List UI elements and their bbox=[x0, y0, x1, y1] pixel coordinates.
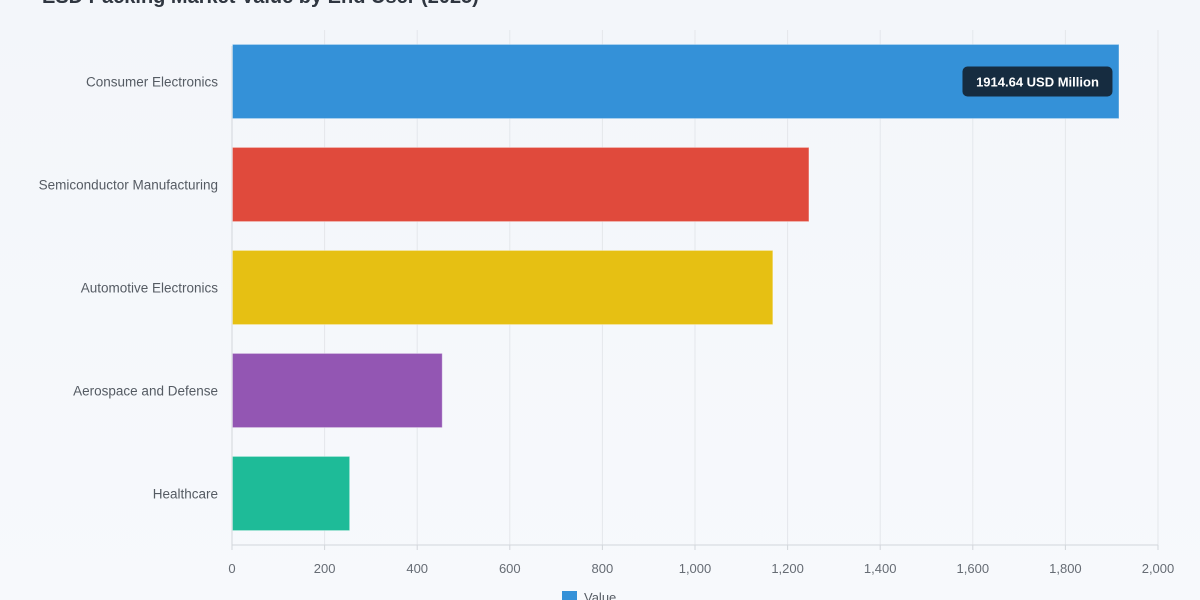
category-label: Healthcare bbox=[153, 487, 218, 502]
bar-aerospace-and-defense[interactable] bbox=[232, 352, 443, 429]
category-label: Aerospace and Defense bbox=[73, 384, 218, 399]
x-tick-label: 800 bbox=[592, 561, 614, 576]
category-label: Consumer Electronics bbox=[86, 75, 218, 90]
x-tick-label: 1,800 bbox=[1049, 561, 1082, 576]
x-axis-ticks: 0 200 400 600 800 1,000 1,200 1,400 1,600 1,800 2,… bbox=[228, 545, 1174, 576]
chart-title: ESD Packing Market Value by End User (20… bbox=[42, 0, 479, 8]
legend[interactable]: Value bbox=[562, 590, 616, 600]
x-tick-label: 0 bbox=[228, 561, 235, 576]
legend-label[interactable]: Value bbox=[584, 590, 616, 600]
tooltip: 1914.64 USD Million bbox=[962, 66, 1113, 97]
legend-swatch[interactable] bbox=[562, 591, 577, 600]
bar-automotive-electronics[interactable] bbox=[232, 249, 774, 326]
bar-healthcare[interactable] bbox=[232, 455, 351, 532]
category-label: Automotive Electronics bbox=[81, 281, 219, 296]
x-tick-label: 1,600 bbox=[957, 561, 990, 576]
x-tick-label: 200 bbox=[314, 561, 336, 576]
bar-semiconductor-manufacturing[interactable] bbox=[232, 146, 810, 223]
tooltip-label: 1914.64 USD Million bbox=[976, 75, 1099, 90]
category-label: Semiconductor Manufacturing bbox=[39, 178, 218, 193]
tooltip-box bbox=[962, 66, 1113, 97]
x-tick-label: 2,000 bbox=[1142, 561, 1175, 576]
x-tick-label: 600 bbox=[499, 561, 521, 576]
x-tick-label: 1,400 bbox=[864, 561, 897, 576]
x-tick-label: 400 bbox=[406, 561, 428, 576]
category-labels: Consumer Electronics Semiconductor Manufa… bbox=[39, 75, 219, 502]
x-tick-label: 1,000 bbox=[679, 561, 712, 576]
bars bbox=[232, 43, 1120, 532]
x-tick-label: 1,200 bbox=[771, 561, 804, 576]
